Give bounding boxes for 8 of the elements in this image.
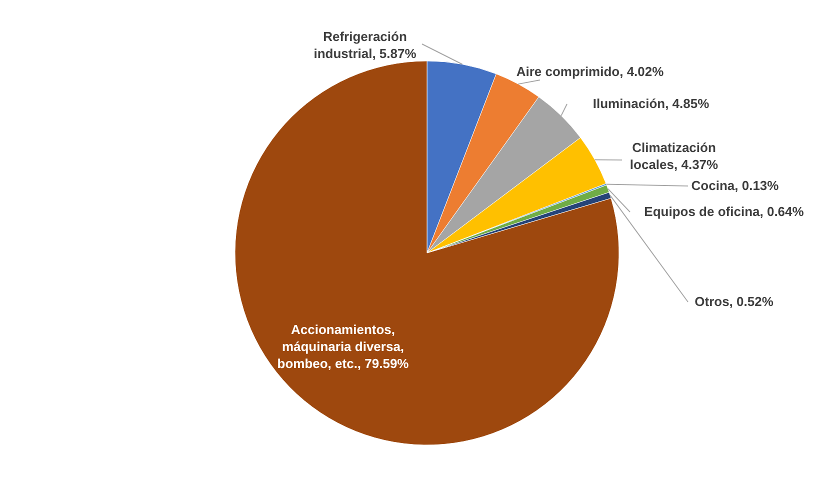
slice-label: Cocina, 0.13% (691, 178, 780, 193)
slice-label: Accionamientos, máquinaria diversa, bombeo, etc., 79.59% (277, 322, 410, 371)
slice-label: Otros, 0.52% (694, 294, 774, 309)
slice-label: Climatización locales, 4.37% (630, 140, 719, 172)
slice-label: Aire comprimido, 4.02% (516, 64, 664, 79)
slice-label: Refrigeración industrial, 5.87% (314, 29, 417, 61)
slice-label: Equipos de oficina, 0.64% (644, 204, 804, 219)
legend-label: Iluminación, 4.85% (592, 96, 710, 111)
